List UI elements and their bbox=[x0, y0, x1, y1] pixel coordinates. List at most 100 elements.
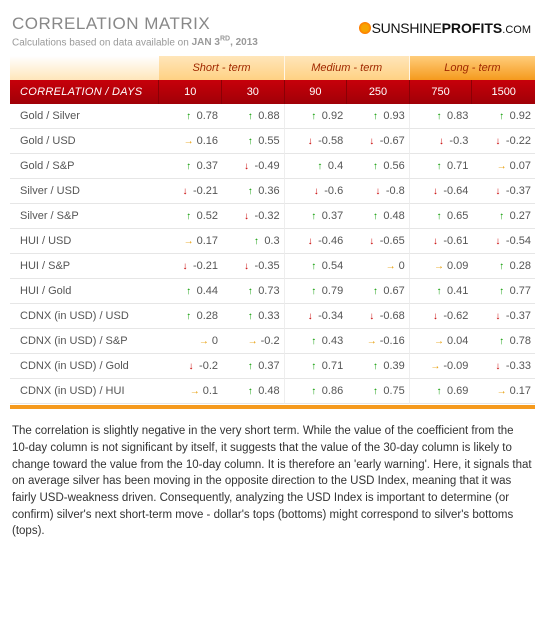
value: 0 bbox=[212, 335, 218, 347]
value: 0.48 bbox=[383, 210, 404, 222]
col-1500: 1500 bbox=[472, 80, 535, 104]
pair-label: Gold / S&P bbox=[10, 154, 159, 179]
value-cell: ↑0.28 bbox=[159, 304, 222, 329]
value-cell: →0.07 bbox=[472, 154, 535, 179]
value-cell: →0.09 bbox=[410, 254, 473, 279]
trend-up-icon: ↑ bbox=[309, 386, 319, 397]
term-row: Short - term Medium - term Long - term bbox=[10, 56, 535, 80]
trend-down-icon: ↓ bbox=[311, 186, 321, 197]
trend-down-icon: ↓ bbox=[430, 186, 440, 197]
trend-down-icon: ↓ bbox=[242, 261, 252, 272]
trend-down-icon: ↓ bbox=[186, 361, 196, 372]
col-90: 90 bbox=[285, 80, 348, 104]
value-cell: ↑0.67 bbox=[347, 279, 410, 304]
value: -0.58 bbox=[318, 135, 343, 147]
value: 0.43 bbox=[322, 335, 343, 347]
col-250: 250 bbox=[347, 80, 410, 104]
value-cell: ↓-0.46 bbox=[285, 229, 348, 254]
value: -0.32 bbox=[255, 210, 280, 222]
trend-down-icon: ↓ bbox=[493, 136, 503, 147]
value: 0.28 bbox=[510, 260, 531, 272]
value-cell: →0.04 bbox=[410, 329, 473, 354]
col-30: 30 bbox=[222, 80, 285, 104]
trend-flat-icon: → bbox=[430, 361, 440, 372]
pair-label: CDNX (in USD) / Gold bbox=[10, 354, 159, 379]
trend-down-icon: ↓ bbox=[242, 211, 252, 222]
trend-up-icon: ↑ bbox=[370, 111, 380, 122]
value: 0.33 bbox=[258, 310, 279, 322]
trend-up-icon: ↑ bbox=[434, 161, 444, 172]
value: -0.6 bbox=[324, 185, 343, 197]
value-cell: ↑0.77 bbox=[472, 279, 535, 304]
value-cell: ↓-0.54 bbox=[472, 229, 535, 254]
value-cell: ↑0.71 bbox=[410, 154, 473, 179]
value: 0.1 bbox=[203, 385, 218, 397]
trend-up-icon: ↑ bbox=[245, 186, 255, 197]
value-cell: ↑0.78 bbox=[472, 329, 535, 354]
trend-flat-icon: → bbox=[434, 336, 444, 347]
table-row: HUI / USD→0.17↑0.3↓-0.46↓-0.65↓-0.61↓-0.… bbox=[10, 229, 535, 254]
trend-down-icon: ↓ bbox=[305, 311, 315, 322]
trend-up-icon: ↑ bbox=[309, 286, 319, 297]
trend-up-icon: ↑ bbox=[184, 286, 194, 297]
value: -0.33 bbox=[506, 360, 531, 372]
value: 0.56 bbox=[383, 160, 404, 172]
value-cell: ↑0.79 bbox=[285, 279, 348, 304]
trend-down-icon: ↓ bbox=[305, 236, 315, 247]
trend-up-icon: ↑ bbox=[245, 361, 255, 372]
value-cell: ↑0.65 bbox=[410, 204, 473, 229]
value-cell: →0 bbox=[347, 254, 410, 279]
value: -0.54 bbox=[506, 235, 531, 247]
pair-label: Silver / USD bbox=[10, 179, 159, 204]
correlation-table: Short - term Medium - term Long - term C… bbox=[10, 56, 535, 404]
trend-up-icon: ↑ bbox=[184, 161, 194, 172]
pair-label: HUI / USD bbox=[10, 229, 159, 254]
value: 0.48 bbox=[258, 385, 279, 397]
trend-up-icon: ↑ bbox=[184, 211, 194, 222]
value-cell: ↑0.48 bbox=[222, 379, 285, 404]
term-long: Long - term bbox=[410, 56, 535, 80]
value: 0.37 bbox=[258, 360, 279, 372]
value: 0.37 bbox=[322, 210, 343, 222]
value-cell: →-0.16 bbox=[347, 329, 410, 354]
value-cell: ↑0.86 bbox=[285, 379, 348, 404]
pair-label: Silver / S&P bbox=[10, 204, 159, 229]
trend-down-icon: ↓ bbox=[180, 186, 190, 197]
caption-text: The correlation is slightly negative in … bbox=[0, 409, 545, 552]
head-label: CORRELATION / DAYS bbox=[10, 80, 159, 104]
trend-up-icon: ↑ bbox=[245, 311, 255, 322]
trend-up-icon: ↑ bbox=[309, 261, 319, 272]
value-cell: ↓-0.8 bbox=[347, 179, 410, 204]
trend-up-icon: ↑ bbox=[434, 286, 444, 297]
value-cell: ↑0.33 bbox=[222, 304, 285, 329]
trend-up-icon: ↑ bbox=[370, 286, 380, 297]
value-cell: ↓-0.65 bbox=[347, 229, 410, 254]
value: 0.41 bbox=[447, 285, 468, 297]
trend-up-icon: ↑ bbox=[245, 111, 255, 122]
pair-label: Gold / USD bbox=[10, 129, 159, 154]
trend-down-icon: ↓ bbox=[493, 361, 503, 372]
value: -0.35 bbox=[255, 260, 280, 272]
value-cell: ↑0.43 bbox=[285, 329, 348, 354]
value-cell: ↑0.52 bbox=[159, 204, 222, 229]
trend-up-icon: ↑ bbox=[497, 211, 507, 222]
table-row: Gold / S&P↑0.37↓-0.49↑0.4↑0.56↑0.71→0.07 bbox=[10, 154, 535, 179]
trend-up-icon: ↑ bbox=[184, 111, 194, 122]
trend-flat-icon: → bbox=[386, 261, 396, 272]
pair-label: CDNX (in USD) / HUI bbox=[10, 379, 159, 404]
table-row: CDNX (in USD) / HUI→0.1↑0.48↑0.86↑0.75↑0… bbox=[10, 379, 535, 404]
trend-up-icon: ↑ bbox=[434, 211, 444, 222]
trend-down-icon: ↓ bbox=[493, 236, 503, 247]
value-cell: ↑0.78 bbox=[159, 104, 222, 129]
value: -0.2 bbox=[199, 360, 218, 372]
trend-down-icon: ↓ bbox=[436, 136, 446, 147]
value: 0.69 bbox=[447, 385, 468, 397]
value: 0.67 bbox=[383, 285, 404, 297]
value-cell: ↑0.88 bbox=[222, 104, 285, 129]
value: 0.77 bbox=[510, 285, 531, 297]
value-cell: ↓-0.2 bbox=[159, 354, 222, 379]
value: 0.16 bbox=[197, 135, 218, 147]
value-cell: ↑0.93 bbox=[347, 104, 410, 129]
trend-flat-icon: → bbox=[497, 386, 507, 397]
trend-down-icon: ↓ bbox=[430, 236, 440, 247]
